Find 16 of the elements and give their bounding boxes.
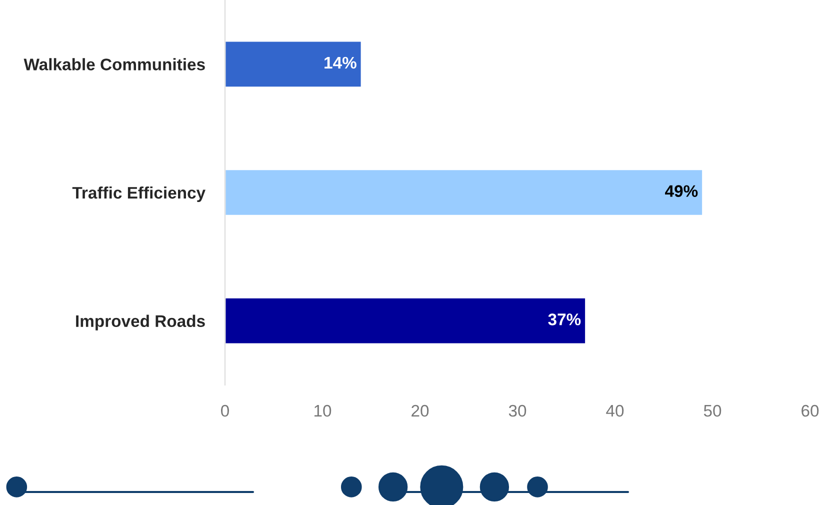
x-tick-label: 10 bbox=[314, 404, 332, 417]
data-label: 14% bbox=[324, 56, 356, 69]
x-tick-label: 60 bbox=[802, 404, 819, 417]
x-tick-label: 20 bbox=[412, 404, 429, 417]
x-tick-label: 40 bbox=[606, 404, 624, 417]
x-tick-label: 0 bbox=[221, 404, 229, 417]
y-tick-label: Improved Roads bbox=[76, 314, 205, 330]
x-tick-label: 30 bbox=[508, 404, 526, 417]
bar bbox=[225, 297, 586, 345]
data-label: 37% bbox=[548, 314, 581, 326]
bar bbox=[225, 40, 362, 88]
data-label: 49% bbox=[665, 185, 698, 197]
x-tick-label: 50 bbox=[704, 404, 722, 417]
bar bbox=[225, 168, 704, 216]
y-tick-label: Traffic Efficiency bbox=[72, 186, 206, 202]
y-tick-label: Walkable Communities bbox=[24, 58, 205, 70]
